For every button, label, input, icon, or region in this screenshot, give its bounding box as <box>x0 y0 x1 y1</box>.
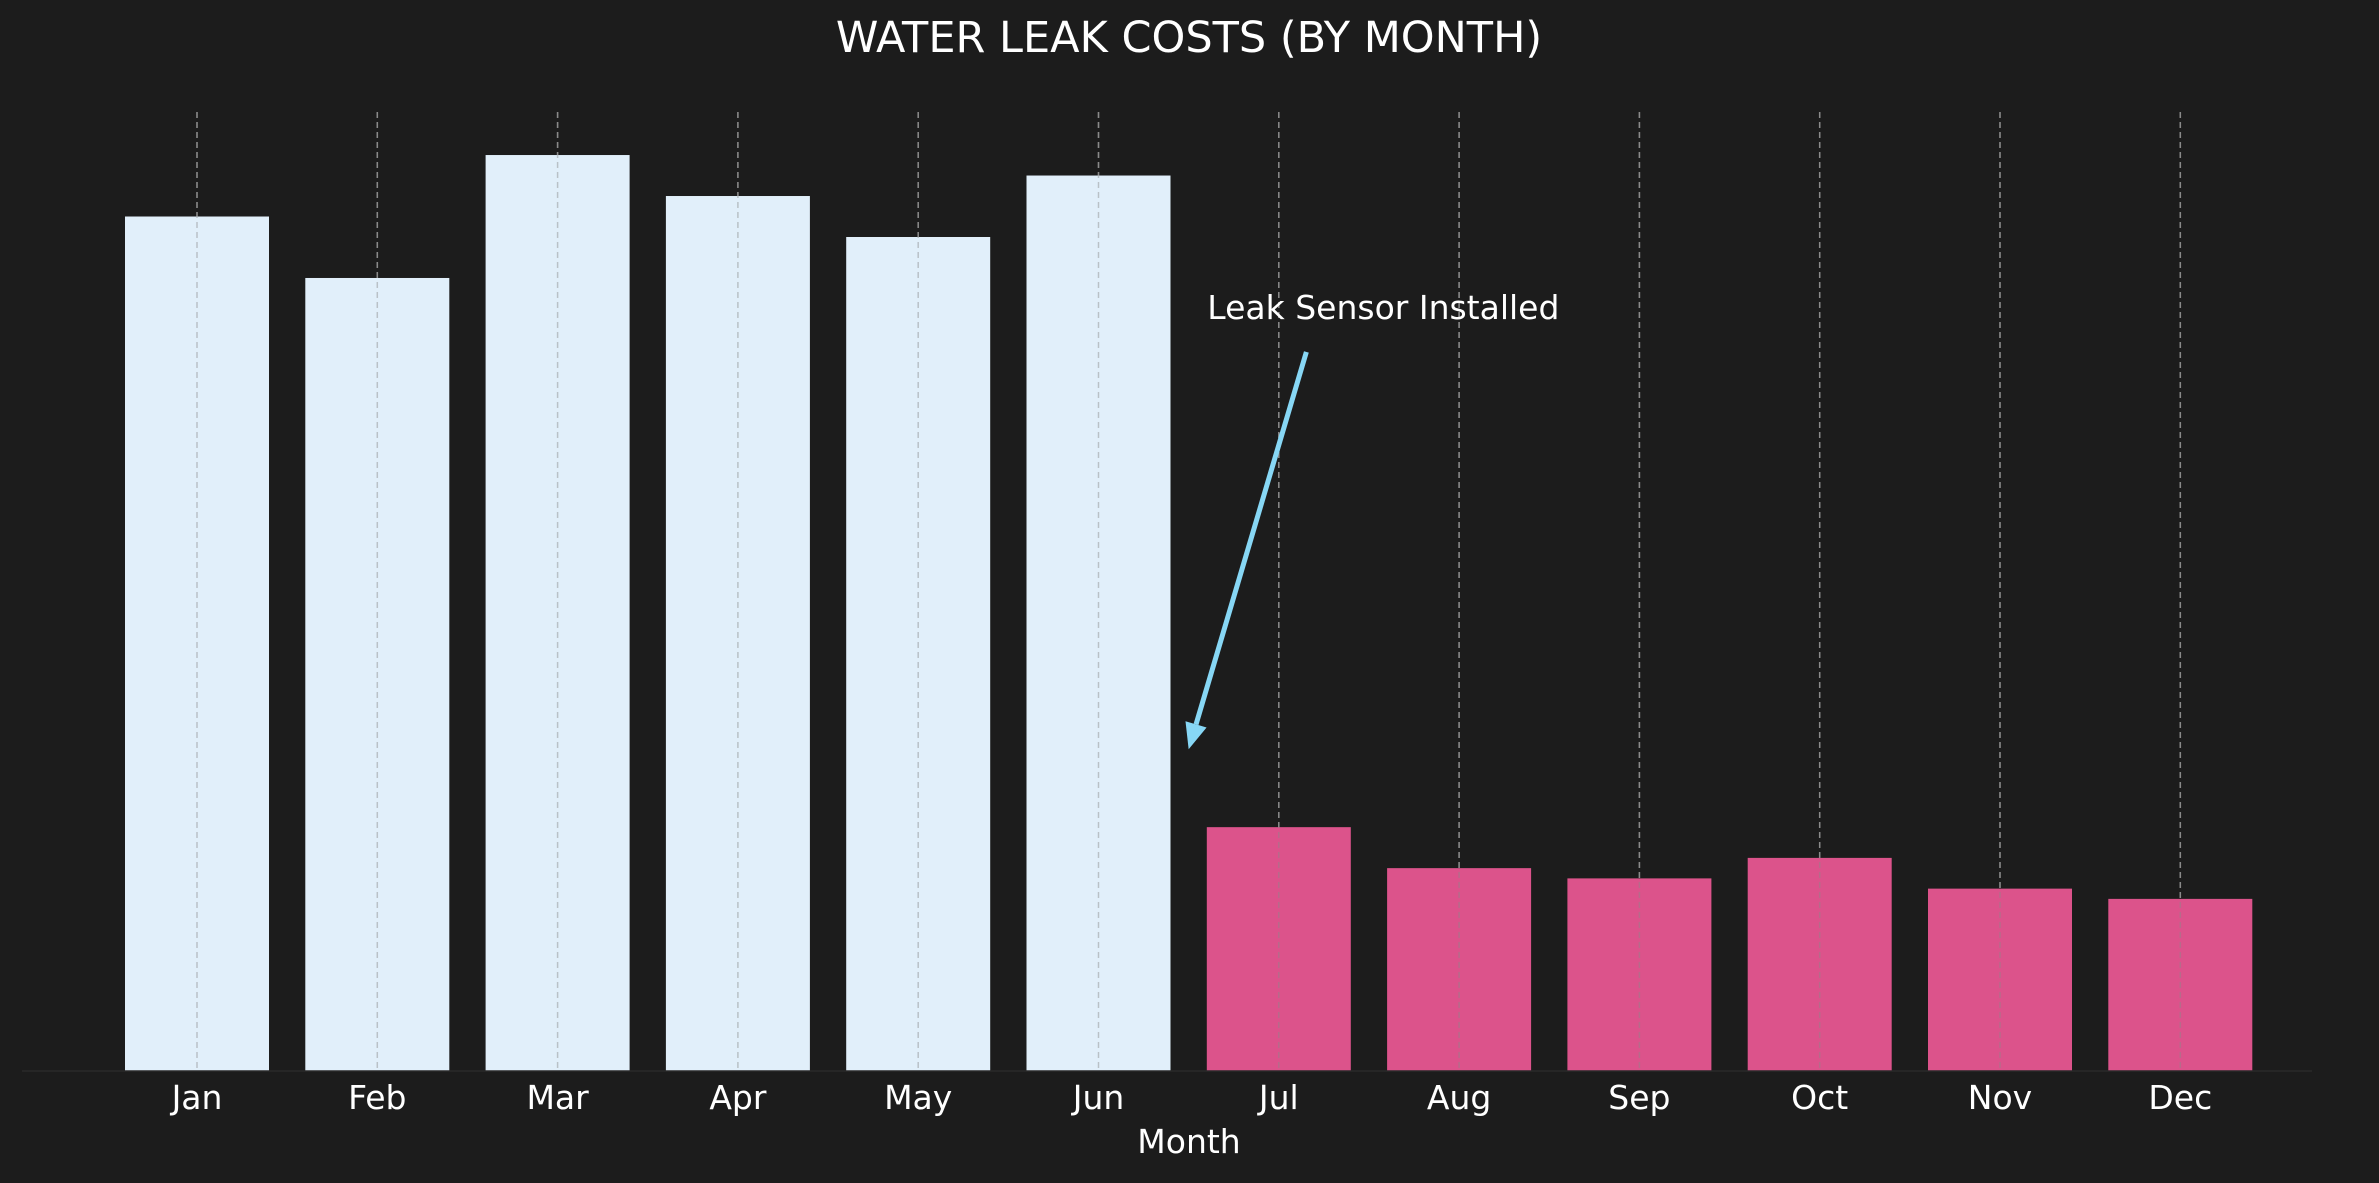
bar-jan <box>125 216 269 1071</box>
x-tick-jan: Jan <box>170 1078 223 1117</box>
x-tick-apr: Apr <box>709 1078 767 1117</box>
annotation-label: Leak Sensor Installed <box>1207 288 1559 327</box>
bar-apr <box>665 196 810 1071</box>
annotation-arrow <box>1193 351 1309 726</box>
x-tick-labels: Jan Feb Mar Apr May Jun Jul Aug Sep Oct Nov Dec <box>170 1078 2213 1117</box>
bar-oct <box>1747 857 1892 1071</box>
bar-aug <box>1387 868 1532 1071</box>
x-tick-oct: Oct <box>1791 1078 1848 1117</box>
annotation: Leak Sensor Installed <box>1185 288 1559 750</box>
x-tick-aug: Aug <box>1427 1078 1491 1117</box>
bar-jun <box>1026 175 1171 1071</box>
x-tick-jun: Jun <box>1071 1078 1125 1117</box>
chart-title: WATER LEAK COSTS (BY MONTH) <box>836 13 1542 63</box>
x-tick-may: May <box>884 1078 952 1117</box>
bar-sep <box>1567 878 1712 1071</box>
x-tick-feb: Feb <box>348 1078 406 1117</box>
x-tick-sep: Sep <box>1608 1078 1670 1117</box>
bar-may <box>846 236 991 1071</box>
x-axis-label: Month <box>1137 1122 1240 1161</box>
x-tick-jul: Jul <box>1257 1078 1299 1117</box>
bar-dec <box>2108 898 2253 1071</box>
x-tick-dec: Dec <box>2148 1078 2212 1117</box>
bars <box>125 155 2253 1072</box>
x-tick-nov: Nov <box>1968 1078 2032 1117</box>
x-tick-mar: Mar <box>526 1078 589 1117</box>
annotation-arrow-head <box>1185 721 1207 750</box>
bar-nov <box>1928 888 2072 1071</box>
bar-jul <box>1206 827 1351 1071</box>
bar-mar <box>485 155 630 1072</box>
bar-feb <box>305 277 450 1071</box>
